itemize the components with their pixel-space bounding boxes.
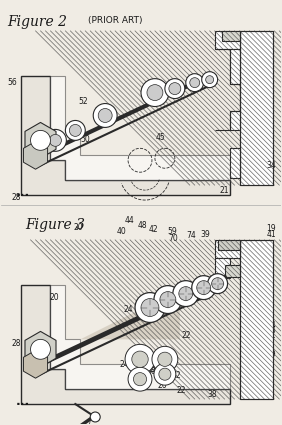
Text: 48: 48	[138, 221, 147, 230]
Text: 22: 22	[181, 331, 191, 340]
Text: 50: 50	[80, 135, 90, 144]
Text: 44: 44	[125, 216, 135, 225]
Text: 34: 34	[266, 321, 276, 330]
Polygon shape	[50, 285, 230, 389]
Text: 52: 52	[79, 97, 88, 106]
Circle shape	[152, 346, 178, 372]
Bar	[218, 240, 239, 250]
Circle shape	[160, 292, 176, 308]
Text: 21: 21	[267, 331, 276, 340]
Polygon shape	[23, 350, 48, 378]
Text: 19: 19	[267, 350, 276, 359]
Circle shape	[141, 299, 159, 317]
Text: 41: 41	[267, 230, 276, 239]
Bar	[224, 265, 239, 277]
Text: ...: ...	[16, 394, 30, 408]
Circle shape	[206, 76, 214, 84]
Text: 32: 32	[171, 371, 181, 380]
Circle shape	[173, 280, 199, 306]
Bar	[239, 31, 273, 185]
Circle shape	[192, 276, 216, 300]
Text: 59: 59	[167, 227, 177, 236]
Circle shape	[90, 412, 100, 422]
Circle shape	[132, 351, 148, 368]
Text: 22: 22	[177, 386, 186, 396]
Bar	[215, 258, 230, 278]
Text: 26: 26	[157, 380, 167, 390]
Bar	[239, 240, 273, 399]
Text: 36: 36	[266, 326, 276, 334]
Text: 40: 40	[116, 227, 126, 236]
Circle shape	[125, 344, 155, 374]
Circle shape	[49, 134, 61, 146]
Bar	[215, 31, 239, 49]
Text: 74: 74	[187, 231, 196, 240]
Text: 24: 24	[119, 360, 129, 369]
Bar	[230, 148, 239, 178]
Circle shape	[93, 104, 117, 128]
Circle shape	[30, 340, 50, 359]
Text: 39: 39	[201, 230, 210, 239]
Bar	[230, 49, 239, 84]
Text: 56: 56	[7, 78, 17, 87]
Text: 20: 20	[49, 292, 59, 302]
Text: 19: 19	[267, 224, 276, 233]
Text: Figure 3: Figure 3	[26, 218, 85, 232]
Polygon shape	[21, 285, 230, 404]
Text: 42: 42	[149, 225, 158, 234]
Polygon shape	[23, 142, 48, 169]
Text: 30: 30	[146, 367, 156, 376]
Circle shape	[128, 367, 152, 391]
Circle shape	[158, 352, 172, 366]
Text: 53: 53	[94, 108, 104, 116]
Circle shape	[165, 79, 185, 99]
Circle shape	[147, 85, 163, 101]
Circle shape	[202, 72, 218, 88]
Circle shape	[186, 74, 204, 92]
Circle shape	[65, 120, 85, 140]
Circle shape	[154, 286, 182, 314]
Circle shape	[197, 280, 211, 295]
Bar	[215, 240, 239, 258]
Circle shape	[141, 79, 169, 107]
Bar	[222, 31, 239, 41]
Bar	[239, 240, 273, 399]
Polygon shape	[50, 76, 230, 180]
Polygon shape	[25, 122, 56, 158]
Bar	[230, 110, 239, 130]
Bar	[239, 31, 273, 185]
Text: 28: 28	[11, 193, 21, 202]
Polygon shape	[80, 289, 180, 340]
Circle shape	[98, 108, 112, 122]
Text: 34: 34	[266, 161, 276, 170]
Text: Figure 2: Figure 2	[8, 15, 68, 29]
Text: ...: ...	[16, 186, 30, 198]
Text: 54: 54	[107, 117, 116, 126]
Circle shape	[179, 286, 193, 300]
Circle shape	[133, 373, 147, 386]
Text: 38: 38	[208, 390, 217, 399]
Polygon shape	[21, 76, 230, 195]
Text: 20: 20	[73, 223, 83, 232]
Text: 24: 24	[124, 305, 133, 314]
Circle shape	[45, 129, 66, 151]
Circle shape	[208, 274, 228, 294]
Circle shape	[169, 82, 181, 95]
Text: 45: 45	[156, 133, 166, 142]
Circle shape	[69, 125, 81, 136]
Circle shape	[159, 368, 171, 380]
Circle shape	[212, 278, 224, 289]
Text: (PRIOR ART): (PRIOR ART)	[88, 16, 143, 25]
Text: 70: 70	[168, 234, 178, 243]
Polygon shape	[25, 332, 56, 367]
Circle shape	[190, 78, 200, 88]
Text: 21: 21	[219, 186, 228, 195]
Circle shape	[30, 130, 50, 150]
Circle shape	[135, 292, 165, 323]
Circle shape	[154, 363, 176, 385]
Text: 28: 28	[11, 339, 21, 348]
